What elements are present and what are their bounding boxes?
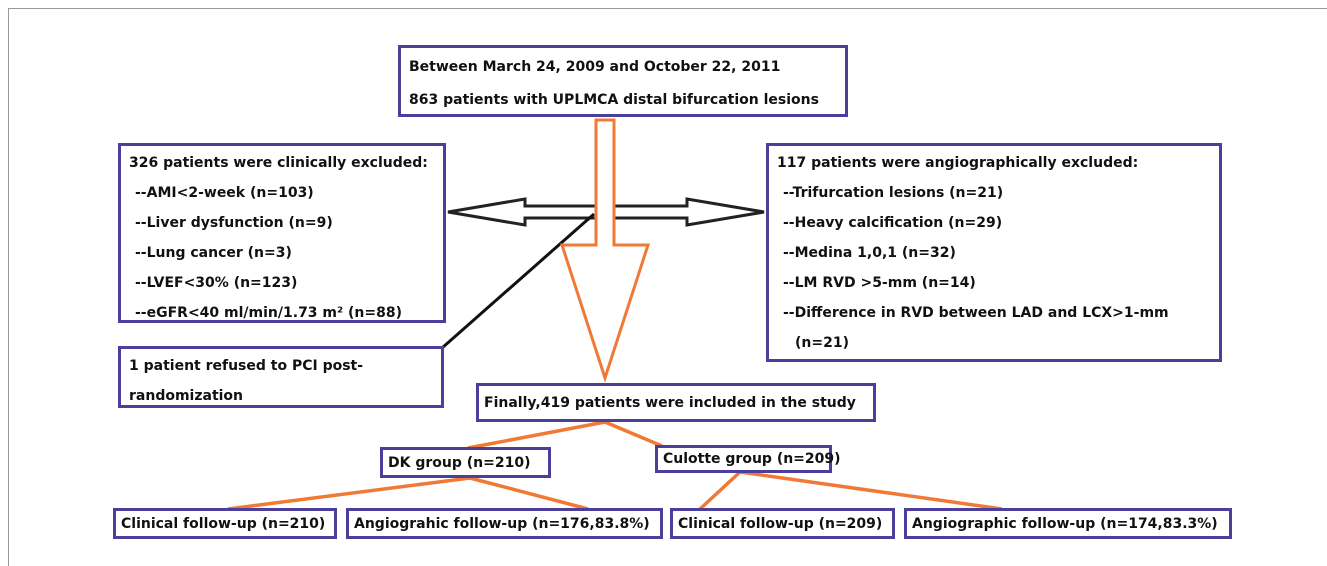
box-text: Angiographic follow-up (n=174,83.3%): [912, 515, 1218, 532]
branch-line: [227, 476, 471, 511]
box-text: Angiograhic follow-up (n=176,83.8%): [354, 515, 650, 532]
box-text: --Medina 1,0,1 (n=32): [783, 245, 956, 261]
right-arrow: [610, 197, 765, 227]
box-text: --eGFR<40 ml/min/1.73 m² (n=88): [135, 305, 402, 321]
clinical-excluded-box: 326 patients were clinically excluded: -…: [118, 143, 446, 323]
box-text: --Heavy calcification (n=29): [783, 215, 1003, 231]
angio-excluded-box: 117 patients were angiographically exclu…: [766, 143, 1222, 362]
branch-line: [467, 420, 606, 450]
box-text: Clinical follow-up (n=210): [121, 515, 326, 532]
enrolled-box: Between March 24, 2009 and October 22, 2…: [398, 45, 848, 117]
culotte-box: Culotte group (n=209): [655, 445, 841, 473]
box-text: randomization: [129, 388, 244, 404]
box-text: --Lung cancer (n=3): [135, 245, 292, 261]
down-arrow: [559, 118, 651, 383]
culotte-clinical-box: Clinical follow-up (n=209): [670, 508, 895, 539]
box-text: (n=21): [795, 335, 849, 351]
culotte-angio-box: Angiographic follow-up (n=174,83.3%): [904, 508, 1232, 539]
box-text: --Trifurcation lesions (n=21): [783, 185, 1004, 201]
branch-line: [469, 476, 589, 511]
box-text: --AMI<2-week (n=103): [135, 185, 314, 201]
box-text: --Difference in RVD between LAD and LCX>…: [783, 305, 1169, 321]
box-text: --LM RVD >5-mm (n=14): [783, 275, 976, 291]
box-text: Culotte group (n=209): [663, 451, 841, 467]
box-text: 117 patients were angiographically exclu…: [777, 155, 1139, 171]
box-text: --LVEF<30% (n=123): [135, 275, 298, 291]
frame: [8, 8, 1327, 566]
box-text: Between March 24, 2009 and October 22, 2…: [409, 59, 781, 75]
box-text: Finally,419 patients were included in th…: [484, 394, 856, 411]
dk-box: DK group (n=210): [380, 447, 551, 478]
dk-angio-box: Angiograhic follow-up (n=176,83.8%): [346, 508, 663, 539]
dk-clinical-box: Clinical follow-up (n=210): [113, 508, 337, 539]
box-text: --Liver dysfunction (n=9): [135, 215, 333, 231]
branch-line: [698, 470, 742, 511]
branch-line: [739, 470, 1003, 511]
box-text: 326 patients were clinically excluded:: [129, 155, 428, 171]
box-text: 863 patients with UPLMCA distal bifurcat…: [409, 92, 819, 108]
left-arrow: [447, 197, 602, 227]
branch-line: [604, 420, 663, 448]
box-text: 1 patient refused to PCI post-: [129, 358, 364, 374]
included-box: Finally,419 patients were included in th…: [476, 383, 876, 422]
refused-box: 1 patient refused to PCI post- randomiza…: [118, 346, 444, 408]
refused-line: [441, 212, 595, 350]
box-text: Clinical follow-up (n=209): [678, 515, 883, 532]
box-text: DK group (n=210): [388, 454, 531, 471]
